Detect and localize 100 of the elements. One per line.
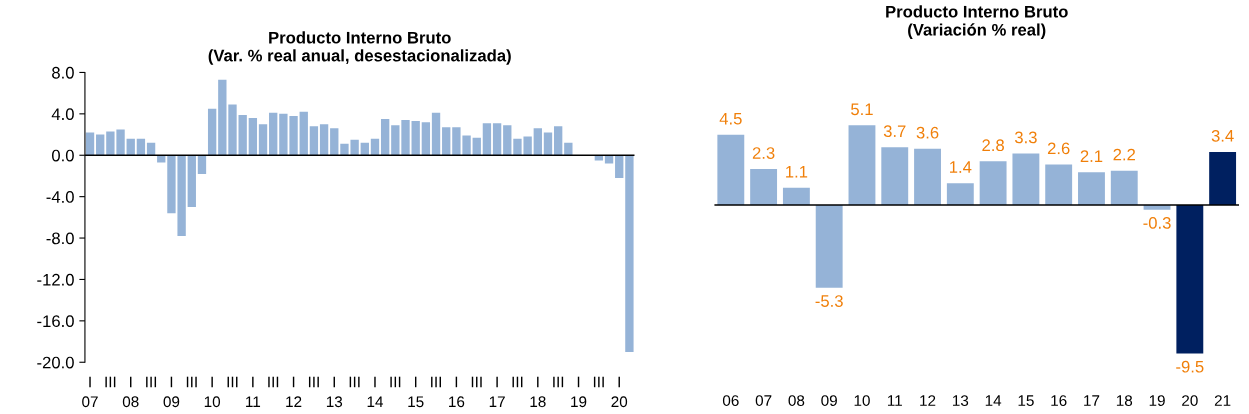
x-tick-label: III [390,376,401,388]
bar [979,161,1007,206]
x-tick-label: I 11 [246,376,261,407]
bar [482,123,492,156]
x-tick-label: 09 [821,395,837,406]
bar [330,128,339,156]
bar [218,79,227,156]
x-tick-label: 06 [722,395,739,406]
bar [1110,170,1138,206]
x-tick-label: III [553,376,564,388]
bar [543,132,553,156]
bar [815,205,843,288]
y-tick-label: -8.0 [46,232,74,245]
bar [228,104,237,156]
data-label: 1.1 [786,166,808,178]
x-tick-label: III [431,376,441,388]
bar [269,112,278,156]
x-tick-label: III [186,376,197,388]
y-tick-label: -4.0 [46,191,74,203]
y-tick-label: -20.0 [37,356,74,369]
x-tick-label: I 09 [163,376,180,408]
x-tick-label: I 19 [571,376,587,408]
x-tick-label: 13 [952,395,969,406]
bar [914,148,941,206]
bar [146,142,156,156]
x-tick-label: I 12 [286,376,302,407]
bar [717,134,745,206]
bar [370,138,380,156]
chart-title: Producto Interno Bruto (Var. % real anual, desestacionalizada) [208,31,511,65]
bar [782,187,810,206]
bar [1045,164,1073,206]
x-tick-label: III [593,376,604,388]
x-tick-label: I 18 [530,376,546,408]
data-label: 5.1 [851,103,873,116]
x-tick-label: I 13 [326,376,343,408]
y-tick-label: -16.0 [37,315,74,328]
bar [197,155,207,174]
bar [1078,172,1105,206]
x-tick-label: 12 [920,395,936,406]
bar [533,128,542,156]
bar [207,108,217,156]
data-label: 2.3 [752,147,775,159]
x-tick-label: III [146,376,157,388]
x-tick-label: 10 [854,395,870,406]
x-tick-label: 08 [788,395,805,406]
data-label: 1.4 [950,161,972,173]
y-tick-label: -12.0 [37,273,74,286]
x-tick-label: 18 [1116,395,1133,406]
bar [564,142,573,156]
data-label: 3.4 [1211,129,1234,142]
x-tick-label: 11 [887,395,902,406]
bar [492,123,502,156]
x-tick-label: I 16 [449,376,465,408]
x-tick-label: I 20 [611,376,628,408]
bar [380,119,390,156]
bar [750,169,778,206]
bar [248,117,258,156]
x-tick-label: 15 [1018,395,1034,406]
bar [319,124,329,156]
bar [472,137,481,156]
data-label: 3.6 [916,126,939,139]
data-label: -5.3 [815,295,843,307]
bar [238,114,247,156]
x-tick-label: I 15 [408,376,424,408]
bar [625,155,634,352]
x-tick-label: III [471,376,482,388]
x-tick-label: III [349,376,360,388]
x-tick-label: III [308,376,319,388]
bar [136,138,146,156]
data-label: 2.1 [1080,150,1103,162]
x-tick-label: I 17 [489,376,505,407]
bar [309,126,319,156]
bar [881,147,909,206]
x-tick-label: 14 [985,395,1002,406]
bar [503,125,512,156]
bar [946,183,974,206]
data-label: 2.2 [1113,148,1135,161]
bar [431,112,441,156]
x-tick-label: 20 [1182,395,1198,406]
bar [258,124,268,156]
chart-title: Producto Interno Bruto (Variación % real) [886,5,1068,39]
x-tick-label: I 08 [122,376,139,408]
bar [126,138,135,156]
bar [421,122,431,156]
y-tick-label: 0.0 [52,149,74,162]
bar [299,111,308,156]
bar [187,155,196,207]
bar [96,134,105,156]
bar [1176,205,1204,354]
x-tick-label: III [268,376,279,388]
bar [442,127,451,156]
x-tick-label: III [512,376,523,388]
x-tick-label: 07 [755,395,772,406]
x-tick-label: 16 [1051,395,1067,406]
x-tick-label: 17 [1084,395,1100,406]
bar [615,155,624,179]
x-tick-label: I 10 [204,376,221,408]
bar [1012,153,1040,206]
data-label: 2.8 [982,139,1004,152]
bar [411,121,420,156]
